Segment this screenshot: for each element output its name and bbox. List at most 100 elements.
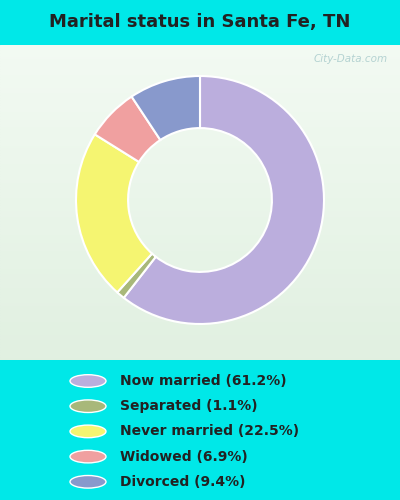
Bar [0, 160, 400, 163]
Bar [0, 286, 400, 289]
Bar [0, 95, 400, 98]
Bar [0, 226, 400, 229]
Bar [0, 87, 400, 90]
Bar [0, 205, 400, 208]
Bar [0, 229, 400, 232]
Bar [0, 82, 400, 84]
Bar [0, 358, 400, 360]
Text: Separated (1.1%): Separated (1.1%) [120, 399, 258, 413]
Circle shape [70, 476, 106, 488]
Bar [0, 114, 400, 116]
Bar [0, 292, 400, 294]
Bar [0, 90, 400, 92]
Bar [0, 313, 400, 316]
Bar [0, 186, 400, 190]
Bar [0, 278, 400, 281]
Bar [0, 142, 400, 145]
Bar [0, 197, 400, 200]
Bar [0, 250, 400, 252]
Bar [0, 297, 400, 300]
Bar [0, 289, 400, 292]
Bar [0, 168, 400, 171]
Bar [0, 56, 400, 58]
Text: Marital status in Santa Fe, TN: Marital status in Santa Fe, TN [49, 14, 351, 32]
Bar [0, 106, 400, 108]
Bar [0, 355, 400, 358]
Bar [0, 184, 400, 186]
Bar [0, 260, 400, 263]
Bar [0, 224, 400, 226]
Wedge shape [76, 134, 152, 292]
Bar [0, 145, 400, 148]
Bar [0, 252, 400, 255]
Bar [0, 110, 400, 114]
Bar [0, 155, 400, 158]
Bar [0, 194, 400, 197]
Bar [0, 124, 400, 126]
Bar [0, 302, 400, 305]
Bar [0, 326, 400, 328]
Bar [0, 66, 400, 68]
Bar [0, 53, 400, 56]
Bar [0, 179, 400, 182]
Bar [0, 284, 400, 286]
Bar [0, 200, 400, 202]
Bar [0, 84, 400, 87]
Text: Never married (22.5%): Never married (22.5%) [120, 424, 299, 438]
Bar [0, 208, 400, 210]
Bar [0, 344, 400, 347]
Bar [0, 134, 400, 137]
Bar [0, 331, 400, 334]
Bar [0, 68, 400, 71]
Bar [0, 308, 400, 310]
Bar [0, 140, 400, 142]
Bar [0, 221, 400, 224]
Bar [0, 129, 400, 132]
Bar [0, 334, 400, 336]
Bar [0, 76, 400, 79]
Bar [0, 281, 400, 284]
Bar [0, 320, 400, 324]
Bar [0, 45, 400, 48]
Bar [0, 116, 400, 118]
Bar [0, 92, 400, 95]
Bar [0, 328, 400, 331]
Bar [0, 64, 400, 66]
Bar [0, 247, 400, 250]
Bar [0, 258, 400, 260]
Bar [0, 347, 400, 350]
Bar [0, 234, 400, 236]
Bar [0, 213, 400, 216]
Bar [0, 216, 400, 218]
Bar [0, 74, 400, 76]
Bar [0, 100, 400, 103]
Bar [0, 342, 400, 344]
Bar [0, 236, 400, 240]
Bar [0, 274, 400, 276]
Bar [0, 166, 400, 168]
Bar [0, 132, 400, 134]
Bar [0, 148, 400, 150]
Bar [0, 108, 400, 110]
Bar [0, 163, 400, 166]
Bar [0, 232, 400, 234]
Bar [0, 336, 400, 339]
Bar [0, 103, 400, 106]
Bar [0, 58, 400, 60]
Bar [0, 174, 400, 176]
Bar [0, 71, 400, 74]
Bar [0, 48, 400, 50]
Wedge shape [95, 96, 160, 162]
Text: Now married (61.2%): Now married (61.2%) [120, 374, 287, 388]
Circle shape [70, 450, 106, 463]
Bar [0, 310, 400, 313]
Wedge shape [117, 254, 156, 298]
Bar [0, 190, 400, 192]
Bar [0, 350, 400, 352]
Text: City-Data.com: City-Data.com [314, 54, 388, 64]
Bar [0, 352, 400, 355]
Circle shape [70, 374, 106, 388]
Bar [0, 339, 400, 342]
Bar [0, 244, 400, 247]
Bar [0, 202, 400, 205]
